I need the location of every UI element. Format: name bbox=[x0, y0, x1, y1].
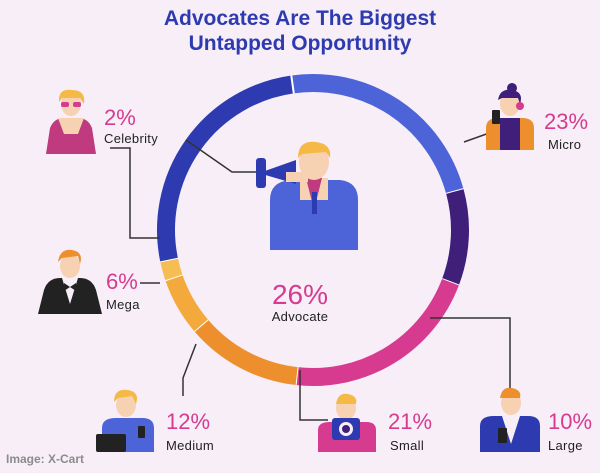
slice-label-mega: Mega bbox=[106, 297, 140, 312]
slice-percent-micro: 23% bbox=[544, 109, 589, 134]
donut-slice-micro bbox=[291, 74, 464, 194]
connector-celebrity bbox=[110, 147, 160, 239]
influencer-laptop-icon bbox=[96, 389, 154, 452]
donut-slice-medium bbox=[194, 319, 298, 386]
slice-label-large: Large bbox=[548, 438, 583, 453]
celebrity-sunglasses-icon bbox=[46, 89, 96, 154]
donut-slice-celebrity bbox=[160, 257, 183, 281]
slice-percent-large: 10% bbox=[548, 409, 593, 434]
donut-slice-mega bbox=[165, 274, 209, 332]
chart-title: Advocates Are The Biggest Untapped Oppor… bbox=[0, 6, 600, 56]
slice-label-advocate: Advocate bbox=[271, 309, 329, 324]
influencer-tuxedo-icon bbox=[38, 249, 102, 314]
influencer-phone-icon bbox=[480, 387, 540, 452]
connector-medium bbox=[182, 343, 197, 396]
slice-label-medium: Medium bbox=[166, 438, 215, 453]
slice-percent-mega: 6% bbox=[106, 269, 138, 294]
slice-separator bbox=[290, 75, 295, 94]
influencer-selfie-icon bbox=[486, 83, 534, 150]
chart-title-line-1: Advocates Are The Biggest bbox=[163, 7, 437, 30]
connector-large bbox=[430, 317, 511, 392]
slice-percent-advocate: 26% bbox=[271, 279, 329, 310]
donut-slice-large bbox=[441, 189, 469, 286]
slice-label-small: Small bbox=[390, 438, 425, 453]
slice-percent-small: 21% bbox=[388, 409, 433, 434]
slice-label-micro: Micro bbox=[548, 137, 582, 152]
image-credit: Image: X-Cart bbox=[6, 452, 85, 466]
slice-separator bbox=[159, 256, 179, 263]
influencer-camera-icon bbox=[318, 393, 376, 452]
donut-ring bbox=[157, 74, 469, 386]
connector-advocate bbox=[185, 139, 258, 173]
connector-small bbox=[299, 370, 328, 421]
slice-percent-celebrity: 2% bbox=[104, 105, 136, 130]
slice-label-celebrity: Celebrity bbox=[104, 131, 158, 146]
donut-slice-small bbox=[295, 278, 459, 386]
advocate-megaphone-icon bbox=[256, 141, 358, 250]
chart-title-line-2: Untapped Opportunity bbox=[188, 32, 412, 55]
slice-percent-medium: 12% bbox=[166, 409, 211, 434]
